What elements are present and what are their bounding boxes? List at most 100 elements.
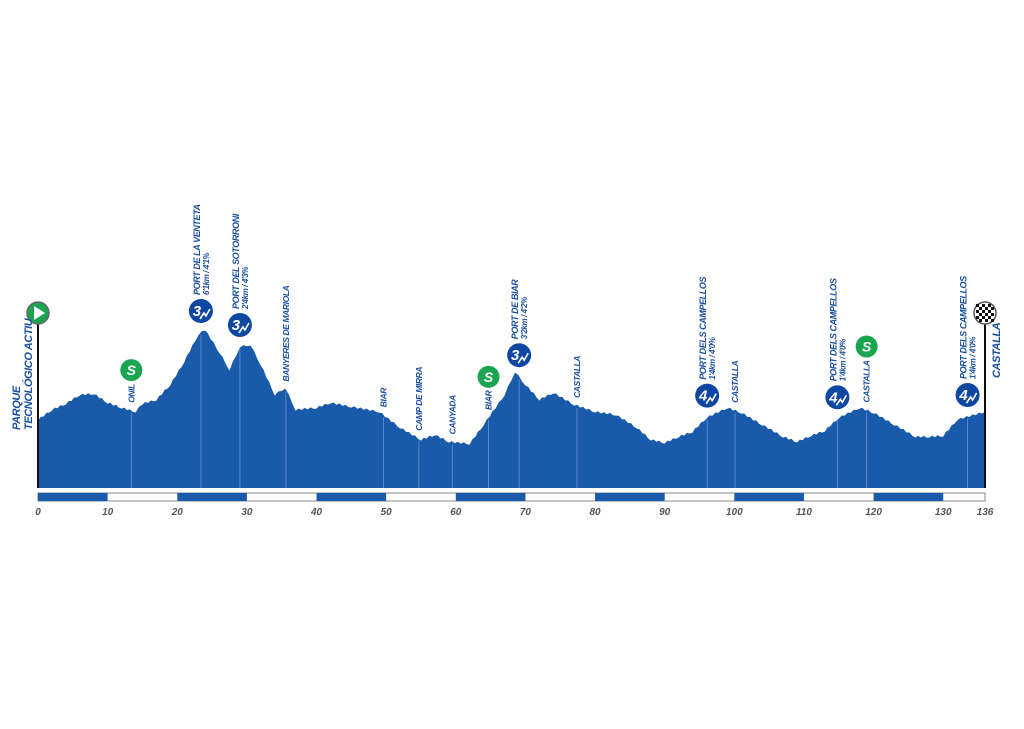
checker-square [982, 316, 985, 319]
waypoint-label: CASTALLA [572, 356, 582, 398]
climb-category: 3 [232, 317, 241, 334]
checker-square [991, 319, 994, 322]
climb-marker: 3 [188, 299, 213, 323]
finish-flag-icon [973, 301, 997, 325]
km-bar-segment [595, 493, 665, 501]
sprint-symbol: S [484, 369, 494, 385]
sprint-symbol: S [127, 362, 137, 378]
climb-category: 3 [511, 347, 520, 364]
x-tick-label: 110 [796, 507, 812, 518]
x-tick-label: 40 [310, 507, 323, 518]
climb-category: 3 [193, 303, 202, 320]
waypoint-label: CASTALLA [862, 360, 872, 402]
sprint-marker: S [120, 359, 143, 382]
climb-detail: 3'2km / 4'2% [520, 297, 529, 339]
sprint-icon [855, 335, 878, 358]
x-tick-label: 0 [35, 507, 41, 518]
waypoint-label: BANYERES DE MARIOLA [281, 285, 291, 381]
mountain-category-icon [188, 299, 213, 323]
km-bar-segment [38, 493, 108, 501]
mountain-zigzag-icon [517, 352, 529, 364]
climb-name: PORT DEL SOTORRONI [231, 213, 241, 309]
checker-square [991, 313, 994, 316]
x-tick-label: 60 [450, 507, 462, 518]
mountain-zigzag-icon [238, 322, 250, 334]
climb-category: 4 [828, 389, 838, 406]
mountain-zigzag-icon [705, 393, 717, 405]
climb-detail: 2'4km / 4'3% [241, 267, 250, 310]
climb-detail: 1'4km / 4'0% [969, 337, 978, 379]
waypoint-label: BIAR [378, 387, 388, 407]
climb-name: PORT DE LA VENTETA [192, 204, 202, 295]
x-tick-label: 130 [935, 507, 952, 518]
climb-detail: 1'4km / 4'0% [708, 337, 717, 379]
play-icon [34, 306, 45, 320]
waypoint-label: CAMP DE MIRRA [414, 367, 424, 431]
sprint-icon [477, 365, 500, 388]
checker-square [976, 304, 979, 307]
mountain-category-icon [825, 385, 850, 410]
checker-square [985, 307, 988, 310]
climb-name: PORT DELS CAMPELLOS [698, 277, 708, 380]
x-tick-label: 30 [241, 507, 253, 518]
climb-detail: 6'1km / 4'1% [202, 253, 211, 295]
checker-square [988, 304, 991, 307]
climb-marker: 4 [825, 385, 850, 410]
sprint-icon [120, 359, 143, 382]
km-bar-segment [734, 493, 804, 501]
km-bar-segment [873, 493, 944, 501]
mountain-category-icon [695, 383, 720, 408]
sprint-symbol: S [862, 339, 872, 355]
waypoint-label: CASTALLA [730, 361, 740, 403]
start-label-line1: PARQUE [11, 385, 23, 430]
waypoint-label: ONIL [126, 384, 136, 403]
mountain-zigzag-icon [965, 392, 978, 404]
climb-category: 4 [958, 387, 968, 404]
mountain-category-icon [507, 343, 532, 368]
climb-marker: 3 [507, 343, 532, 368]
km-bar-segment [316, 493, 387, 501]
x-tick-label: 90 [659, 507, 671, 518]
x-tick-label: 136 [977, 507, 994, 518]
checker-square [976, 316, 979, 319]
checker-square [979, 307, 982, 310]
climb-name: PORT DELS CAMPELLOS [959, 276, 969, 379]
climb-marker: 4 [695, 383, 720, 408]
x-tick-label: 20 [171, 507, 184, 518]
x-tick-label: 50 [381, 507, 393, 518]
checker-square [979, 313, 982, 316]
x-tick-label: 120 [865, 507, 882, 518]
x-tick-label: 100 [726, 507, 743, 518]
start-label-line2: TECNOLÓGICO ACTIU [22, 317, 35, 430]
x-tick-label: 10 [102, 507, 114, 518]
checker-square [982, 310, 985, 313]
checker-square [985, 313, 988, 316]
climb-marker: 3 [227, 313, 252, 337]
mountain-zigzag-icon [835, 394, 848, 406]
x-tick-label: 70 [520, 507, 532, 518]
checker-square [979, 319, 982, 322]
climb-marker: 4 [955, 383, 980, 407]
waypoint-label: BIAR [484, 390, 494, 410]
checker-square [988, 310, 991, 313]
mountain-category-icon [955, 383, 980, 407]
checker-square [985, 319, 988, 322]
mountain-category-icon [227, 313, 252, 337]
climb-category: 4 [698, 388, 708, 405]
x-tick-label: 80 [589, 507, 601, 518]
km-bar [37, 492, 986, 502]
climb-detail: 1'4km / 4'0% [838, 339, 847, 381]
checker-square [988, 316, 991, 319]
elevation-profile-area [38, 330, 985, 488]
climb-name: PORT DE BIAR [510, 279, 520, 339]
waypoint-label: CANYADA [447, 395, 457, 434]
km-bar-segment [177, 493, 247, 501]
km-bar-segment [455, 493, 526, 501]
checker-square [976, 310, 979, 313]
climb-name: PORT DELS CAMPELLOS [828, 278, 838, 381]
checker-square [982, 304, 985, 307]
sprint-marker: S [855, 335, 878, 358]
finish-label: CASTALLA [991, 322, 1003, 378]
checker-square [991, 307, 994, 310]
